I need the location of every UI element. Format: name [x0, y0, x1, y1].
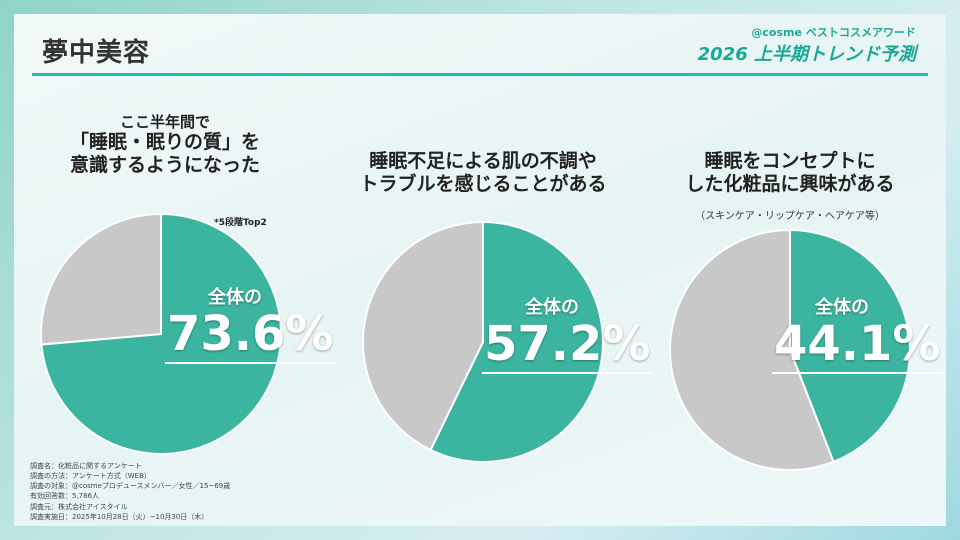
- chart2-label: 全体の 57.2%: [482, 293, 653, 374]
- title-line: トラブルを感じることがある: [359, 173, 607, 196]
- label-prefix: 全体の: [525, 297, 579, 318]
- survey-footnote: 調査名：化粧品に関するアンケート 調査の方法：アンケート方式（WEB） 調査の対…: [30, 461, 230, 522]
- label-prefix: 全体の: [815, 297, 869, 318]
- brand-line: @cosme ベストコスメアワード: [751, 26, 916, 39]
- title-line: 意識するようになった: [69, 154, 260, 177]
- chart1-title: ここ半年間で 「睡眠・眠りの質」を 意識するようになった: [40, 113, 290, 178]
- footnote-line: 調査の対象：@cosmeプロデュースメンバー／女性／15~69歳: [30, 482, 231, 491]
- pie2-slice-other: [362, 220, 484, 452]
- chart1-note: *5段階Top2: [214, 218, 267, 228]
- brand-title: 2026 上半期トレンド予測: [697, 44, 916, 65]
- page-title: 夢中美容: [42, 38, 151, 68]
- footnote-line: 調査名：化粧品に関するアンケート: [30, 462, 142, 470]
- chart1-label: 全体の 73.6%: [165, 283, 336, 364]
- title-line: ここ半年間で: [119, 113, 210, 131]
- chart2-title: 睡眠不足による肌の不調や トラブルを感じることがある: [323, 150, 643, 196]
- percent-value: 44.1%: [772, 316, 943, 374]
- pie2-slice-yes: [429, 220, 604, 463]
- percent-value: 73.6%: [165, 306, 336, 364]
- title-line: 睡眠不足による肌の不調や: [369, 150, 597, 172]
- title-line: 睡眠をコンセプトに: [704, 150, 876, 172]
- pie3-slice-other: [669, 228, 835, 471]
- brand-logo: @cosme ベストコスメアワード 2026 上半期トレンド予測: [698, 24, 916, 66]
- label-prefix: 全体の: [208, 287, 262, 308]
- percent-value: 57.2%: [482, 316, 653, 374]
- footnote-line: 調査元：株式会社アイスタイル: [30, 502, 128, 511]
- footnote-line: 調査実施日：2025年10月28日（火）~10月30日（木）: [30, 512, 209, 521]
- title-line: した化粧品に興味がある: [685, 173, 895, 196]
- pie3-slice-yes: [789, 228, 912, 464]
- header-divider: [32, 73, 928, 76]
- footnote-line: 有効回答数：5,786人: [30, 492, 100, 501]
- chart3-subtitle: （スキンケア・リップケア・ヘアケア等）: [695, 211, 885, 222]
- chart3-title: 睡眠をコンセプトに した化粧品に興味がある: [640, 150, 940, 196]
- title-line: 「睡眠・眠りの質」を: [69, 131, 260, 154]
- chart3-label: 全体の 44.1%: [772, 293, 943, 374]
- footnote-line: 調査の方法：アンケート方式（WEB）: [30, 472, 151, 481]
- pie1-slice-other: [40, 212, 162, 346]
